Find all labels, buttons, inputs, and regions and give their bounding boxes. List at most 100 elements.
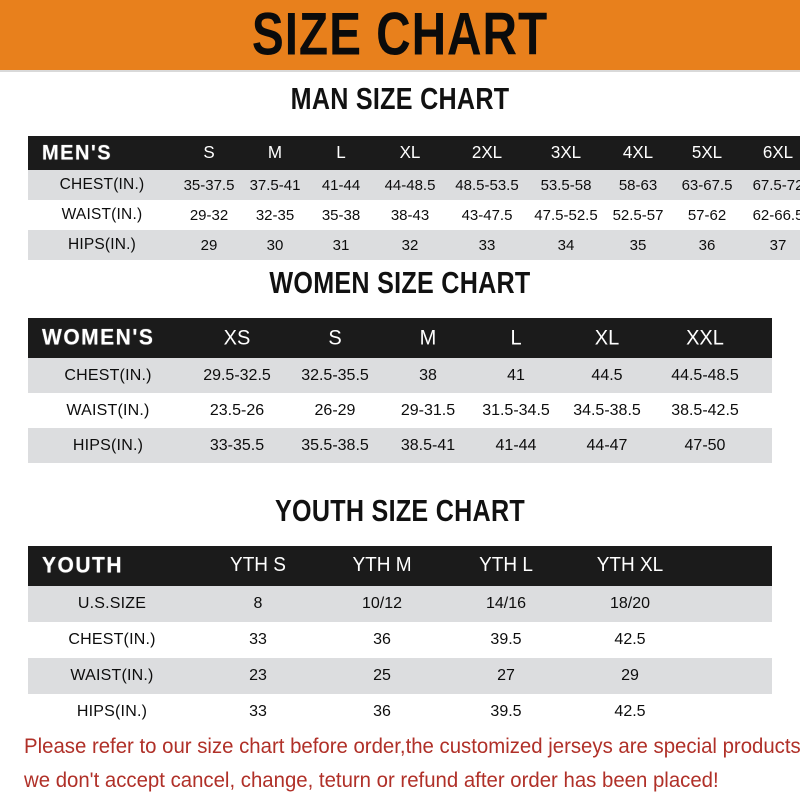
women-waist-xs: 23.5-26 [209,401,265,419]
man-chest-m: 37.5-41 [249,176,301,194]
women-col-xl: XL [594,325,620,350]
man-waist-6xl: 62-66.5 [752,206,800,224]
man-chest-2xl: 48.5-53.5 [455,176,519,194]
youth-waist-label: WAIST(IN.) [70,667,154,684]
women-hips-filler [756,428,772,463]
man-col-l: L [336,142,346,163]
man-section-title: MAN SIZE CHART [290,82,510,116]
man-waist-m: 32-35 [255,206,295,224]
table-row: CHEST(IN.) 29.5-32.5 32.5-35.5 38 41 44.… [28,358,772,393]
women-waist-xxl: 38.5-42.5 [671,401,739,419]
man-col-3xl: 3XL [550,142,582,163]
man-waist-label: WAIST(IN.) [61,206,143,223]
table-row: HIPS(IN.) 29 30 31 32 33 34 35 36 37 [28,230,800,260]
women-waist-filler [756,393,772,428]
youth-ussize-m: 10/12 [361,595,403,612]
women-chest-l: 41 [507,366,525,384]
table-row: WAIST(IN.) 23.5-26 26-29 29-31.5 31.5-34… [28,393,772,428]
women-hips-s: 35.5-38.5 [301,436,369,454]
women-row-label-header: WOMEN'S [42,325,155,350]
man-hips-s: 29 [200,236,218,254]
youth-ussize-filler [692,586,772,622]
youth-hips-m: 36 [373,703,391,720]
man-col-4xl: 4XL [622,142,654,163]
women-chest-label: CHEST(IN.) [64,366,152,384]
table-row: HIPS(IN.) 33 36 39.5 42.5 [28,694,772,730]
women-header-row: WOMEN'S XS S M L XL XXL [28,318,772,358]
man-chest-4xl: 58-63 [618,176,658,194]
women-waist-m: 29-31.5 [400,401,456,419]
youth-chest-l: 39.5 [490,631,522,648]
man-col-xl: XL [399,142,421,163]
youth-ussize-xl: 18/20 [609,595,651,612]
man-waist-5xl: 57-62 [687,206,727,224]
women-hips-xxl: 47-50 [684,436,726,454]
women-col-xs: XS [223,325,251,350]
youth-ussize-label: U.S.SIZE [77,595,147,612]
man-col-5xl: 5XL [691,142,723,163]
women-waist-xl: 34.5-38.5 [573,401,641,419]
man-header-row: MEN'S S M L XL 2XL 3XL 4XL 5XL 6XL [28,136,800,170]
women-hips-xs: 33-35.5 [209,436,265,454]
table-row: CHEST(IN.) 35-37.5 37.5-41 41-44 44-48.5… [28,170,800,200]
man-hips-4xl: 35 [629,236,647,254]
youth-col-m: YTH M [352,554,412,577]
youth-waist-s: 23 [249,667,267,684]
man-chest-5xl: 63-67.5 [681,176,733,194]
youth-ussize-l: 14/16 [485,595,527,612]
women-col-s: S [328,325,342,350]
disclaimer-line-1: Please refer to our size chart before or… [24,735,800,758]
table-row: WAIST(IN.) 29-32 32-35 35-38 38-43 43-47… [28,200,800,230]
table-row: HIPS(IN.) 33-35.5 35.5-38.5 38.5-41 41-4… [28,428,772,463]
women-size-table: WOMEN'S XS S M L XL XXL CHEST(IN.) 29.5-… [28,318,772,463]
table-row: U.S.SIZE 8 10/12 14/16 18/20 [28,586,772,622]
man-col-m: M [267,142,283,163]
women-hips-l: 41-44 [495,436,537,454]
youth-hips-filler [692,694,772,730]
women-chest-xl: 44.5 [591,366,623,384]
man-waist-xl: 38-43 [390,206,430,224]
youth-hips-label: HIPS(IN.) [76,703,148,720]
women-waist-label: WAIST(IN.) [66,401,150,419]
header-banner: SIZE CHART [0,0,800,70]
women-chest-filler [756,358,772,393]
youth-hips-xl: 42.5 [614,703,646,720]
youth-waist-l: 27 [497,667,515,684]
man-col-6xl: 6XL [762,142,794,163]
man-waist-3xl: 47.5-52.5 [534,206,598,224]
youth-waist-filler [692,658,772,694]
women-col-xxl: XXL [686,325,724,350]
youth-ussize-s: 8 [253,595,263,612]
man-chest-3xl: 53.5-58 [540,176,592,194]
table-row: WAIST(IN.) 23 25 27 29 [28,658,772,694]
man-col-s: S [203,142,215,163]
youth-hips-s: 33 [249,703,267,720]
youth-section-title: YOUTH SIZE CHART [275,494,525,528]
youth-chest-s: 33 [249,631,267,648]
man-row-label-header: MEN'S [42,140,113,165]
man-hips-2xl: 33 [478,236,496,254]
youth-chest-filler [692,622,772,658]
women-table: WOMEN'S XS S M L XL XXL CHEST(IN.) 29.5-… [28,318,772,463]
disclaimer-note: Please refer to our size chart before or… [24,730,800,798]
women-hips-label: HIPS(IN.) [72,436,144,454]
youth-col-s: YTH S [230,554,286,577]
man-waist-l: 35-38 [321,206,361,224]
man-hips-l: 31 [332,236,350,254]
man-waist-2xl: 43-47.5 [461,206,513,224]
man-col-2xl: 2XL [471,142,503,163]
man-size-table: MEN'S S M L XL 2XL 3XL 4XL 5XL 6XL CHEST… [28,136,800,260]
women-chest-xxl: 44.5-48.5 [671,366,739,384]
youth-size-table: YOUTH YTH S YTH M YTH L YTH XL U.S.SIZE … [28,546,772,730]
youth-table: YOUTH YTH S YTH M YTH L YTH XL U.S.SIZE … [28,546,772,730]
youth-col-l: YTH L [479,554,533,577]
man-table: MEN'S S M L XL 2XL 3XL 4XL 5XL 6XL CHEST… [28,136,800,260]
man-waist-s: 29-32 [189,206,229,224]
women-waist-l: 31.5-34.5 [482,401,550,419]
man-hips-6xl: 37 [769,236,787,254]
women-hips-xl: 44-47 [586,436,628,454]
man-hips-m: 30 [266,236,284,254]
women-section-title: WOMEN SIZE CHART [269,266,531,300]
youth-waist-xl: 29 [621,667,639,684]
